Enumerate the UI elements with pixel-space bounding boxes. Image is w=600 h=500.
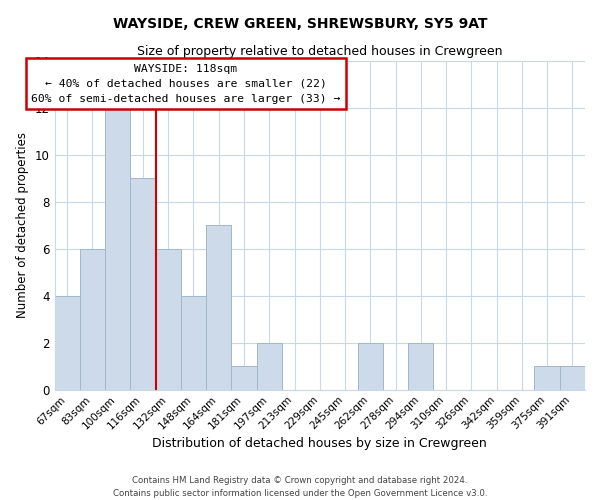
Bar	[155, 248, 181, 390]
Bar	[408, 342, 433, 390]
Text: WAYSIDE, CREW GREEN, SHREWSBURY, SY5 9AT: WAYSIDE, CREW GREEN, SHREWSBURY, SY5 9AT	[113, 18, 487, 32]
Bar	[358, 342, 383, 390]
Bar	[560, 366, 585, 390]
Bar	[105, 108, 130, 390]
Bar	[130, 178, 155, 390]
Text: Contains HM Land Registry data © Crown copyright and database right 2024.
Contai: Contains HM Land Registry data © Crown c…	[113, 476, 487, 498]
Bar	[206, 225, 232, 390]
Text: WAYSIDE: 118sqm
← 40% of detached houses are smaller (22)
60% of semi-detached h: WAYSIDE: 118sqm ← 40% of detached houses…	[31, 64, 341, 104]
Bar	[55, 296, 80, 390]
Bar	[80, 248, 105, 390]
Y-axis label: Number of detached properties: Number of detached properties	[16, 132, 29, 318]
X-axis label: Distribution of detached houses by size in Crewgreen: Distribution of detached houses by size …	[152, 437, 487, 450]
Bar	[257, 342, 282, 390]
Bar	[535, 366, 560, 390]
Title: Size of property relative to detached houses in Crewgreen: Size of property relative to detached ho…	[137, 45, 503, 58]
Bar	[181, 296, 206, 390]
Bar	[232, 366, 257, 390]
